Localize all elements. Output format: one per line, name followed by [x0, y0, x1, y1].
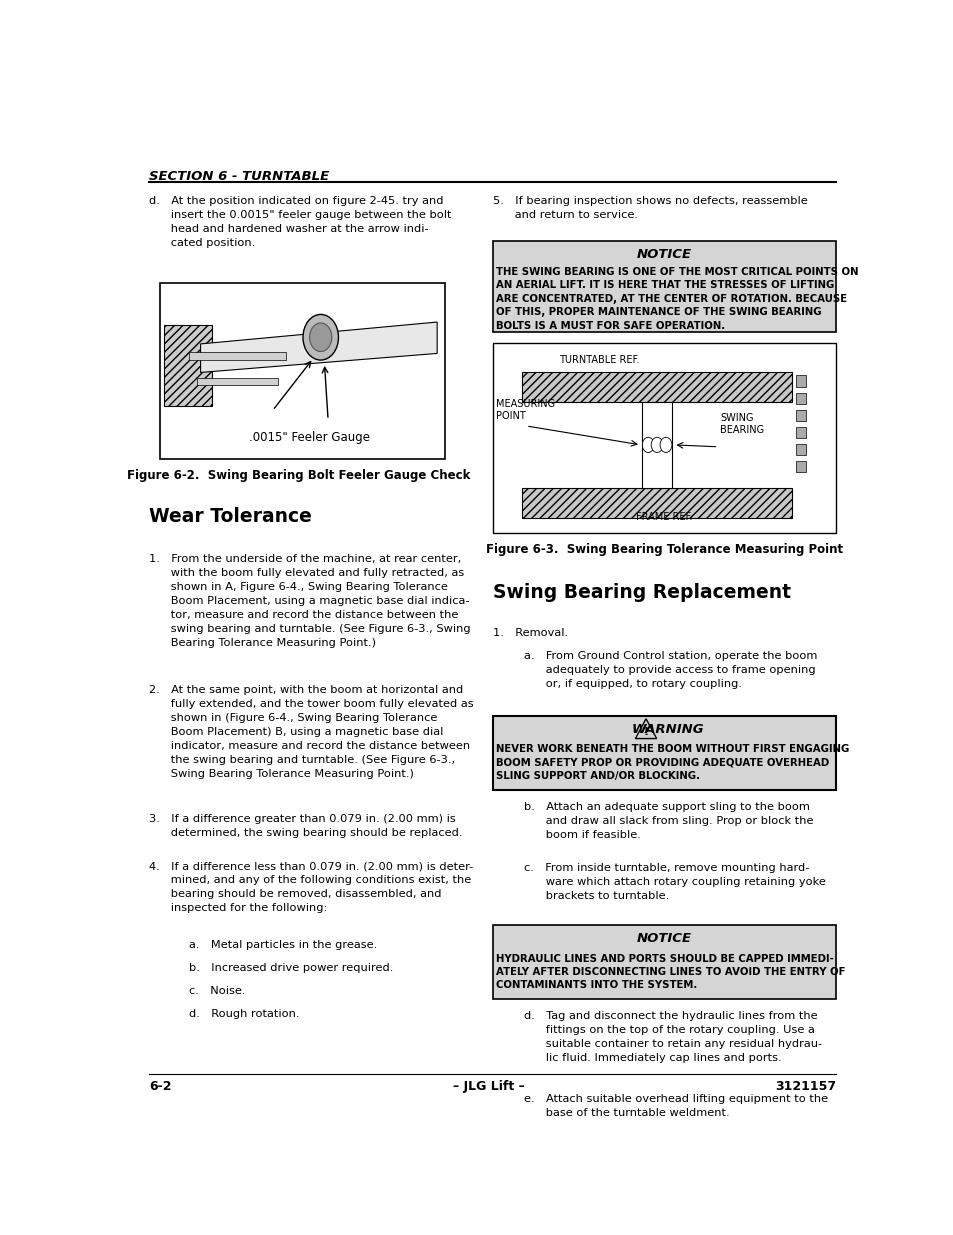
FancyBboxPatch shape [641, 403, 671, 488]
Text: Figure 6-3.  Swing Bearing Tolerance Measuring Point: Figure 6-3. Swing Bearing Tolerance Meas… [485, 543, 842, 556]
FancyBboxPatch shape [492, 716, 836, 790]
Text: – JLG Lift –: – JLG Lift – [453, 1081, 524, 1093]
FancyBboxPatch shape [521, 372, 791, 403]
Text: e. Attach suitable overhead lifting equipment to the
      base of the turntable: e. Attach suitable overhead lifting equi… [523, 1094, 827, 1119]
Text: .0015" Feeler Gauge: .0015" Feeler Gauge [249, 431, 370, 443]
Text: d. Tag and disconnect the hydraulic lines from the
      fittings on the top of : d. Tag and disconnect the hydraulic line… [523, 1010, 821, 1062]
Text: TURNTABLE REF.: TURNTABLE REF. [558, 354, 639, 364]
Text: 1. Removal.: 1. Removal. [492, 629, 567, 638]
Text: Wear Tolerance: Wear Tolerance [149, 506, 312, 526]
Text: WARNING: WARNING [631, 722, 704, 736]
FancyBboxPatch shape [795, 393, 805, 404]
Text: NOTICE: NOTICE [637, 931, 691, 945]
Text: SECTION 6 - TURNTABLE: SECTION 6 - TURNTABLE [149, 170, 329, 183]
Text: 6-2: 6-2 [149, 1081, 172, 1093]
Text: d. Rough rotation.: d. Rough rotation. [190, 1009, 299, 1019]
FancyBboxPatch shape [190, 352, 285, 361]
FancyBboxPatch shape [164, 325, 212, 406]
FancyBboxPatch shape [196, 378, 278, 385]
FancyBboxPatch shape [795, 461, 805, 473]
Polygon shape [200, 322, 436, 373]
Text: SWING
BEARING: SWING BEARING [720, 412, 763, 436]
Text: NOTICE: NOTICE [637, 248, 691, 261]
FancyBboxPatch shape [795, 443, 805, 456]
Text: d. At the position indicated on figure 2-45. try and
      insert the 0.0015" fe: d. At the position indicated on figure 2… [149, 196, 451, 248]
Text: 3121157: 3121157 [775, 1081, 836, 1093]
Text: 1. From the underside of the machine, at rear center,
      with the boom fully : 1. From the underside of the machine, at… [149, 555, 470, 648]
Circle shape [303, 315, 338, 361]
Text: 2. At the same point, with the boom at horizontal and
      fully extended, and : 2. At the same point, with the boom at h… [149, 685, 473, 779]
FancyBboxPatch shape [160, 283, 444, 459]
Circle shape [659, 437, 671, 452]
FancyBboxPatch shape [795, 427, 805, 438]
Text: c. Noise.: c. Noise. [190, 986, 246, 995]
Text: !: ! [643, 727, 648, 737]
Text: b. Attach an adequate support sling to the boom
      and draw all slack from sl: b. Attach an adequate support sling to t… [523, 802, 812, 840]
Text: NEVER WORK BENEATH THE BOOM WITHOUT FIRST ENGAGING
BOOM SAFETY PROP OR PROVIDING: NEVER WORK BENEATH THE BOOM WITHOUT FIRS… [496, 745, 849, 782]
Circle shape [651, 437, 662, 452]
FancyBboxPatch shape [492, 343, 836, 534]
Text: 4. If a difference less than 0.079 in. (2.00 mm) is deter-
      mined, and any : 4. If a difference less than 0.079 in. (… [149, 862, 473, 914]
Text: THE SWING BEARING IS ONE OF THE MOST CRITICAL POINTS ON
AN AERIAL LIFT. IT IS HE: THE SWING BEARING IS ONE OF THE MOST CRI… [496, 267, 858, 331]
Text: HYDRAULIC LINES AND PORTS SHOULD BE CAPPED IMMEDI-
ATELY AFTER DISCONNECTING LIN: HYDRAULIC LINES AND PORTS SHOULD BE CAPP… [496, 953, 845, 990]
Text: Figure 6-2.  Swing Bearing Bolt Feeler Gauge Check: Figure 6-2. Swing Bearing Bolt Feeler Ga… [127, 468, 470, 482]
Text: MEASURING
POINT: MEASURING POINT [496, 399, 555, 421]
Text: b. Increased drive power required.: b. Increased drive power required. [190, 963, 394, 973]
Text: c. From inside turntable, remove mounting hard-
      ware which attach rotary c: c. From inside turntable, remove mountin… [523, 863, 824, 902]
Circle shape [641, 437, 654, 452]
FancyBboxPatch shape [795, 375, 805, 387]
Text: a. Metal particles in the grease.: a. Metal particles in the grease. [190, 940, 377, 951]
Text: a. From Ground Control station, operate the boom
      adequately to provide acc: a. From Ground Control station, operate … [523, 651, 816, 689]
Text: 3. If a difference greater than 0.079 in. (2.00 mm) is
      determined, the swi: 3. If a difference greater than 0.079 in… [149, 814, 462, 837]
FancyBboxPatch shape [795, 410, 805, 421]
Polygon shape [635, 719, 656, 739]
Text: FRAME REF.: FRAME REF. [636, 513, 692, 522]
FancyBboxPatch shape [521, 488, 791, 519]
FancyBboxPatch shape [492, 241, 836, 332]
Text: 5. If bearing inspection shows no defects, reassemble
      and return to servic: 5. If bearing inspection shows no defect… [492, 196, 806, 220]
Text: Swing Bearing Replacement: Swing Bearing Replacement [492, 583, 790, 601]
Circle shape [310, 324, 332, 352]
FancyBboxPatch shape [492, 925, 836, 999]
